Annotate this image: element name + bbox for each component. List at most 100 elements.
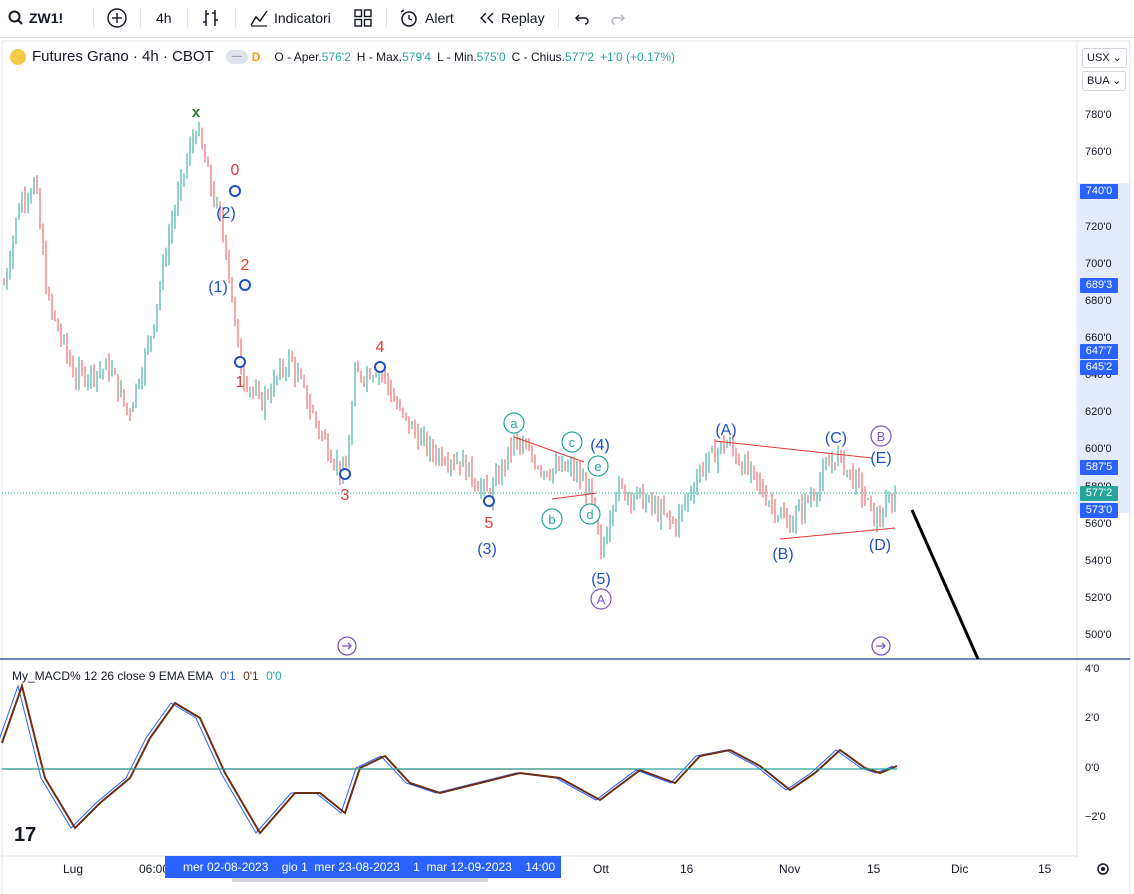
chart-title: Futures Grano · 4h · CBOT [32, 48, 214, 65]
replay-button[interactable]: Replay [478, 6, 545, 30]
add-circle-icon [107, 8, 127, 28]
price-axis-tick: 620'0 [1085, 406, 1112, 418]
high-value: 579'4 [402, 49, 432, 64]
compare-button[interactable] [106, 6, 128, 30]
wave-label-c: c [569, 435, 576, 450]
settings-gear-icon[interactable] [1094, 860, 1112, 878]
price-axis-tick: 700'0 [1085, 258, 1112, 270]
price-marker-label: 645'2 [1080, 360, 1118, 375]
search-icon [8, 10, 23, 25]
chart-area[interactable]: x 0 (2) 2 (1) 1 4 3 5 (3) a c (4) e [0, 38, 1134, 894]
wave-label-C-paren[interactable]: (C) [825, 430, 847, 447]
wave-circle-b[interactable] [541, 508, 563, 530]
wave-label-A-paren[interactable]: (A) [715, 422, 736, 439]
indicators-button[interactable]: Indicatori [249, 6, 331, 30]
wave-label-3-paren[interactable]: (3) [477, 541, 497, 558]
wave-circle-B[interactable] [870, 425, 892, 447]
interval-button[interactable]: 4h [156, 6, 172, 30]
high-label: H - Max. [356, 49, 403, 64]
close-label: C - Chius. [511, 49, 566, 64]
wave-label-5-paren[interactable]: (5) [591, 571, 611, 588]
toolbar-divider [140, 8, 141, 28]
redo-button[interactable] [610, 6, 628, 30]
price-marker-label: 740'0 [1080, 184, 1118, 199]
wave-label-e: e [594, 459, 601, 474]
price-marker-label: 573'0 [1080, 503, 1118, 518]
indicators-icon [250, 10, 268, 27]
time-axis-tick: Nov [779, 862, 801, 876]
toolbar-divider [558, 8, 559, 28]
wave-circle-d[interactable] [579, 503, 601, 525]
macd-legend[interactable]: My_MACD% 12 26 close 9 EMA EMA 0'1 0'1 0… [12, 669, 282, 683]
wave-label-5[interactable]: 5 [485, 515, 494, 532]
wave-label-B-paren[interactable]: (B) [772, 546, 793, 563]
wave-label-D-paren[interactable]: (D) [869, 537, 891, 554]
time-axis-tick: Dic [951, 862, 969, 876]
undo-button[interactable] [572, 6, 590, 30]
wave-label-x[interactable]: x [192, 104, 201, 121]
wave-marker-1[interactable] [234, 356, 246, 368]
price-axis-tick: 540'0 [1085, 555, 1112, 567]
time-range-highlight[interactable]: mer 02-08-2023 gio 1 mer 23-08-2023 1 ma… [165, 856, 561, 878]
toolbar-divider [386, 8, 387, 28]
macd-line [0, 684, 894, 834]
price-axis-tick: 520'0 [1085, 592, 1112, 604]
delayed-badge: D [251, 49, 261, 64]
price-axis-tick: 500'0 [1085, 629, 1112, 641]
wave-circle-a[interactable] [503, 412, 525, 434]
macd-axis-tick: 2'0 [1085, 712, 1100, 724]
wave-marker-3[interactable] [339, 468, 351, 480]
wave-label-3[interactable]: 3 [341, 487, 350, 504]
symbol-legend[interactable]: Futures Grano · 4h · CBOT — D O - Aper. … [10, 48, 675, 65]
tradingview-logo: 17 [14, 824, 36, 846]
alarm-clock-icon [400, 9, 417, 27]
time-scrollbar[interactable] [232, 878, 488, 882]
price-marker-label: 577'2 [1080, 486, 1118, 501]
toolbar-divider [187, 8, 188, 28]
alert-button[interactable]: Alert [399, 6, 454, 30]
low-value: 575'0 [476, 49, 506, 64]
layouts-button[interactable] [353, 6, 373, 30]
wave-label-4[interactable]: 4 [376, 339, 385, 356]
price-axis-tick: 680'0 [1085, 295, 1112, 307]
price-axis-tick: 760'0 [1085, 146, 1112, 158]
wave-circle-c[interactable] [561, 431, 583, 453]
symbol-search-button[interactable]: ZW1! [8, 6, 63, 30]
price-axis-tick: 720'0 [1085, 221, 1112, 233]
chart-type-button[interactable] [201, 6, 221, 30]
wave-label-b: b [548, 512, 555, 527]
wave-marker-4[interactable] [374, 361, 386, 373]
open-label: O - Aper. [274, 49, 322, 64]
wave-label-0[interactable]: 0 [231, 162, 240, 179]
price-marker-label: 587'5 [1080, 460, 1118, 475]
currency-select[interactable]: USX ⌄ [1082, 48, 1127, 68]
wave-label-2[interactable]: 2 [241, 257, 250, 274]
toolbar-divider [93, 8, 94, 28]
projection-trend-line[interactable] [910, 509, 980, 660]
unit-select[interactable]: BUA ⌄ [1082, 71, 1127, 91]
macd-axis-tick: 4'0 [1085, 663, 1100, 675]
macd-value-1: 0'1 [220, 669, 236, 683]
wave-label-d: d [586, 507, 593, 522]
macd-value-3: 0'0 [266, 669, 282, 683]
wave-circle-A[interactable] [590, 588, 612, 610]
visibility-toggle[interactable]: — [225, 49, 248, 64]
wave-label-a: a [510, 416, 518, 431]
wave-label-4-paren[interactable]: (4) [590, 437, 610, 454]
price-marker-label: 647'7 [1080, 344, 1118, 359]
wave-label-E-paren[interactable]: (E) [870, 450, 891, 467]
price-marker-label: 689'3 [1080, 278, 1118, 293]
wave-label-1[interactable]: 1 [236, 374, 245, 391]
wave-marker-5[interactable] [483, 495, 495, 507]
undo-icon [575, 14, 589, 25]
wave-label-B: B [877, 429, 886, 444]
wave-circle-e[interactable] [587, 455, 609, 477]
wave-marker-0[interactable] [229, 185, 241, 197]
wave-marker-2[interactable] [239, 279, 251, 291]
wave-label-1-paren[interactable]: (1) [208, 279, 228, 296]
time-axis-tick: 15 [1038, 862, 1052, 876]
wave-label-2-paren[interactable]: (2) [216, 205, 236, 222]
symbol-label: ZW1! [29, 10, 64, 26]
chart-canvas[interactable]: x 0 (2) 2 (1) 1 4 3 5 (3) a c (4) e [0, 38, 1134, 894]
low-label: L - Min. [437, 49, 477, 64]
